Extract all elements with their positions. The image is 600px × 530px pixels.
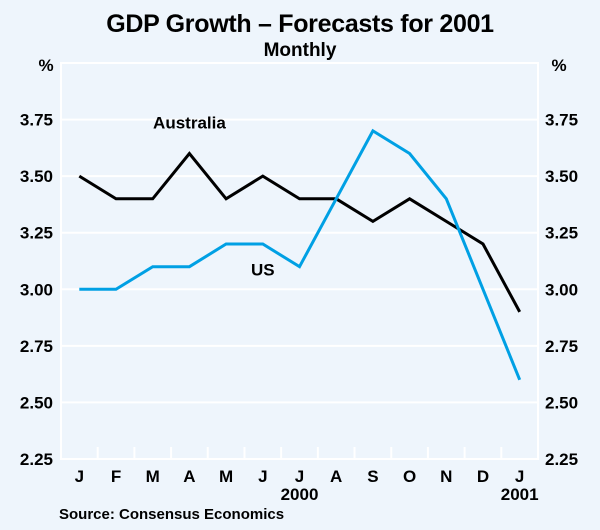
- series-lines: Australia US: [78, 114, 522, 381]
- y-tick-label-left: 3.50: [20, 167, 53, 186]
- y-tick-label-left: 2.75: [20, 337, 53, 356]
- chart-title: GDP Growth – Forecasts for 2001: [106, 10, 494, 38]
- series-line-us: [79, 128, 522, 381]
- x-tick-label: F: [111, 467, 121, 486]
- x-tick-label: A: [330, 467, 342, 486]
- x-tick-label: J: [75, 467, 84, 486]
- x-year-label: 2001: [501, 485, 539, 504]
- x-tick-label: J: [295, 467, 304, 486]
- y-tick-label-right: 2.50: [545, 393, 578, 412]
- x-tick-label: S: [367, 467, 378, 486]
- x-tick-label: M: [219, 467, 233, 486]
- y-tick-label-right: 3.75: [545, 111, 578, 130]
- y-tick-label-right: 2.25: [545, 450, 578, 469]
- y-tick-label-left: 3.75: [20, 111, 53, 130]
- x-year-label: 2000: [281, 485, 319, 504]
- series-label-us: US: [251, 261, 275, 280]
- x-tick-label: N: [440, 467, 452, 486]
- y-tick-label-left: 3.25: [20, 224, 53, 243]
- axes: [60, 62, 539, 460]
- x-tick-label: A: [183, 467, 195, 486]
- y-tick-label-right: 3.25: [545, 224, 578, 243]
- tick-labels: 2.25 2.25 2.50 2.50 2.75 2.75 3.00 3.00 3.25 3.25…: [20, 56, 578, 504]
- y-unit-label-left: %: [38, 56, 53, 75]
- series-label-australia: Australia: [153, 114, 226, 133]
- y-tick-label-left: 2.25: [20, 450, 53, 469]
- source-note: Source: Consensus Economics: [59, 506, 285, 523]
- x-tick-label: J: [515, 467, 524, 486]
- x-tick-label: D: [477, 467, 489, 486]
- y-unit-label-right: %: [551, 56, 566, 75]
- chart-subtitle: Monthly: [263, 40, 337, 61]
- y-tick-label-right: 2.75: [545, 337, 578, 356]
- y-tick-label-right: 3.00: [545, 280, 578, 299]
- y-tick-label-left: 2.50: [20, 393, 53, 412]
- x-tick-label: O: [403, 467, 416, 486]
- y-tick-label-left: 3.00: [20, 280, 53, 299]
- series-line-australia: [78, 151, 522, 313]
- y-tick-label-right: 3.50: [545, 167, 578, 186]
- x-tick-label: J: [258, 467, 267, 486]
- x-tick-label: M: [146, 467, 160, 486]
